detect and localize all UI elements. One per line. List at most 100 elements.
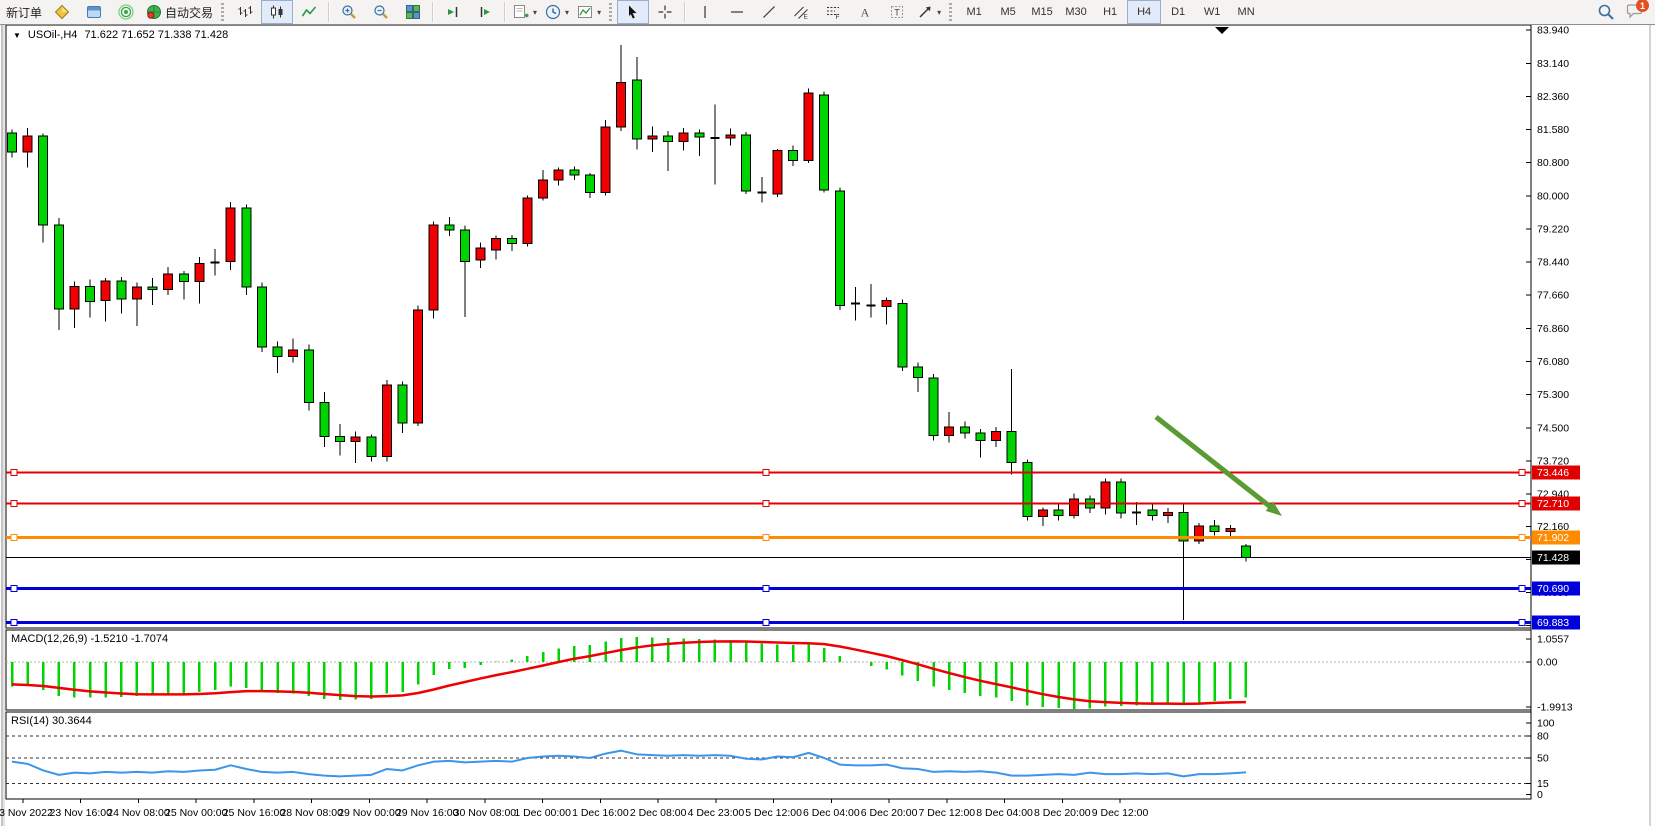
signal-service-button[interactable] xyxy=(110,0,142,24)
candle xyxy=(616,45,627,131)
chart-shift-marker[interactable] xyxy=(1215,27,1229,34)
chevron-down-icon[interactable]: ▾ xyxy=(597,7,602,17)
new-chart-button[interactable]: ▾ xyxy=(509,0,541,24)
template-button[interactable]: ▾ xyxy=(573,0,605,24)
svg-text:80.000: 80.000 xyxy=(1537,191,1569,203)
autotrading-button-label: 自动交易 xyxy=(165,5,214,20)
candle xyxy=(850,286,860,321)
svg-text:28 Nov 08:00: 28 Nov 08:00 xyxy=(280,807,343,819)
price-lines[interactable] xyxy=(6,468,1531,627)
svg-text:69.883: 69.883 xyxy=(1537,617,1569,629)
line-handle[interactable] xyxy=(1518,585,1526,593)
collapse-ohlc-icon[interactable]: ▼ xyxy=(13,30,21,40)
svg-text:76.860: 76.860 xyxy=(1537,323,1569,335)
notifications-button[interactable]: 1 xyxy=(1625,0,1649,22)
line-handle[interactable] xyxy=(10,468,18,476)
candle xyxy=(647,126,658,152)
price-badge xyxy=(1532,496,1580,511)
text-button[interactable]: A xyxy=(849,0,881,24)
candle xyxy=(241,204,252,295)
terminal-window-button[interactable] xyxy=(78,0,110,24)
horizontal-line-button[interactable] xyxy=(721,0,753,24)
zoom-in-button[interactable] xyxy=(333,0,365,24)
line-handle[interactable] xyxy=(1518,619,1526,627)
line-handle[interactable] xyxy=(10,499,18,507)
autotrading-button[interactable]: 自动交易 xyxy=(142,0,217,24)
svg-text:1 Dec 00:00: 1 Dec 00:00 xyxy=(514,807,571,819)
candle xyxy=(100,277,111,322)
line-handle[interactable] xyxy=(10,619,18,627)
hline-icon xyxy=(729,4,745,20)
line-chart-button[interactable] xyxy=(293,0,325,24)
chart-shift-button[interactable] xyxy=(469,0,501,24)
vertical-line-button[interactable] xyxy=(689,0,721,24)
line-handle[interactable] xyxy=(762,468,770,476)
timeframe-h1-button[interactable]: H1 xyxy=(1093,0,1127,24)
timeframe-m30-button[interactable]: M30 xyxy=(1059,0,1093,24)
line-handle[interactable] xyxy=(1518,534,1526,542)
toolbar-separator xyxy=(504,2,507,22)
candle xyxy=(928,374,939,441)
window-icon xyxy=(86,4,102,20)
period-button[interactable]: ▾ xyxy=(541,0,573,24)
equidistant-channel-button[interactable]: E xyxy=(785,0,817,24)
timeframe-m5-button[interactable]: M5 xyxy=(991,0,1025,24)
timeframe-d1-button[interactable]: D1 xyxy=(1161,0,1195,24)
candle xyxy=(959,421,970,439)
candle xyxy=(506,234,517,251)
text-label-button[interactable]: T xyxy=(881,0,913,24)
letter-icon: A xyxy=(857,4,873,20)
svg-text:74.500: 74.500 xyxy=(1537,422,1569,434)
candle xyxy=(1194,522,1205,544)
line-handle[interactable] xyxy=(1518,468,1526,476)
line-handle[interactable] xyxy=(762,534,770,542)
timeframe-h4-button[interactable]: H4 xyxy=(1127,0,1162,24)
timeframe-mn-button[interactable]: MN xyxy=(1229,0,1263,24)
fibonacci-button[interactable]: F xyxy=(817,0,849,24)
arrows-button[interactable]: ▾ xyxy=(913,0,945,24)
candle xyxy=(1006,368,1017,475)
candle xyxy=(757,177,767,203)
chevron-down-icon[interactable]: ▾ xyxy=(565,7,570,17)
line-handle[interactable] xyxy=(10,534,18,542)
chevron-down-icon[interactable]: ▾ xyxy=(533,7,538,17)
candle xyxy=(319,392,330,447)
trend-arrow[interactable] xyxy=(1154,415,1282,516)
price-axis[interactable]: 83.940 83.140 82.360 81.580 80.800 80.000 79.2… xyxy=(1526,25,1573,802)
svg-text:71.428: 71.428 xyxy=(1537,552,1569,564)
line-handle[interactable] xyxy=(762,585,770,593)
line-handle[interactable] xyxy=(762,619,770,627)
channel-icon: E xyxy=(793,4,809,20)
candle xyxy=(912,362,923,393)
new-order-button[interactable]: 新订单 xyxy=(2,0,46,24)
timeframe-m15-button-label: M15 xyxy=(1031,6,1053,18)
svg-text:8 Dec 04:00: 8 Dec 04:00 xyxy=(976,807,1033,819)
trendline-button[interactable] xyxy=(753,0,785,24)
svg-text:25 Nov 00:00: 25 Nov 00:00 xyxy=(165,807,228,819)
line-handle[interactable] xyxy=(10,585,18,593)
line-handle[interactable] xyxy=(762,499,770,507)
svg-text:83.940: 83.940 xyxy=(1537,25,1569,37)
timeframe-m15-button[interactable]: M15 xyxy=(1025,0,1059,24)
zoom-out-button[interactable] xyxy=(365,0,397,24)
auto-scroll-button[interactable] xyxy=(437,0,469,24)
timeframe-w1-button[interactable]: W1 xyxy=(1195,0,1229,24)
candle xyxy=(413,305,424,426)
crosshair-button[interactable] xyxy=(649,0,681,24)
metaeditor-button[interactable] xyxy=(46,0,78,24)
chevron-down-icon[interactable]: ▾ xyxy=(937,7,942,17)
timeframe-m1-button[interactable]: M1 xyxy=(957,0,991,24)
cursor-button[interactable] xyxy=(617,0,650,24)
toolbar: 新订单 自动交易 ▾ ▾ ▾ E F A T ▾ M1 M5 M15 M30 H1 H4 D1 W1 MN 1 xyxy=(0,0,1655,25)
timeframe-m30-button-label: M30 xyxy=(1065,6,1087,18)
line-handle[interactable] xyxy=(1518,499,1526,507)
svg-text:25 Nov 16:00: 25 Nov 16:00 xyxy=(223,807,286,819)
tile-windows-button[interactable] xyxy=(397,0,429,24)
candle xyxy=(1053,503,1064,521)
timeframe-mn-button-label: MN xyxy=(1237,6,1255,18)
search-icon[interactable] xyxy=(1597,3,1615,21)
candle-chart-button[interactable] xyxy=(261,0,294,24)
bar-chart-button[interactable] xyxy=(229,0,261,24)
